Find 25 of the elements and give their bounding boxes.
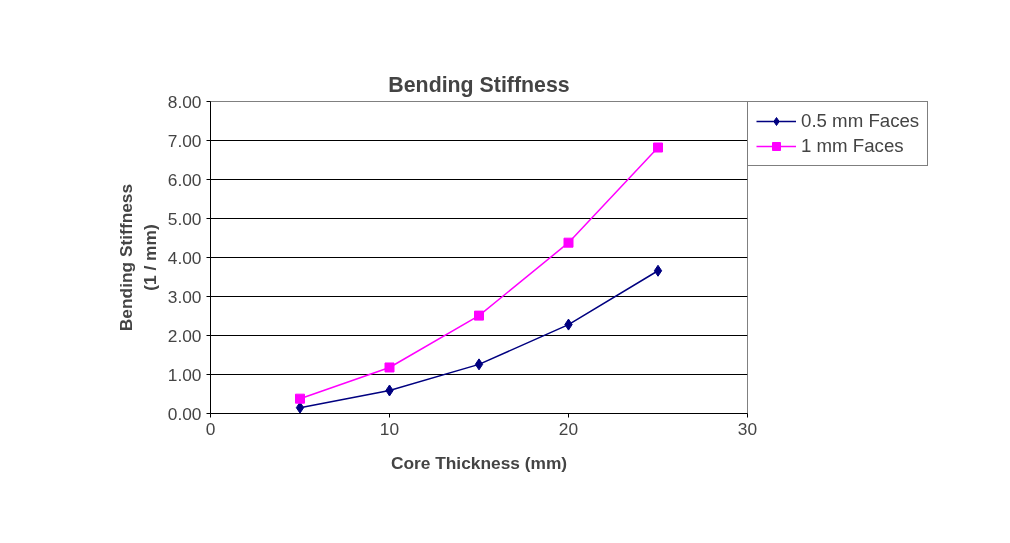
legend-label: 1 mm Faces — [801, 135, 904, 157]
point — [653, 142, 663, 153]
point — [474, 358, 484, 371]
y-tick-label: 7.00 — [167, 130, 202, 151]
legend-label: 0.5 mm Faces — [801, 110, 920, 132]
x-tick-label: 0 — [205, 418, 216, 439]
point — [295, 393, 305, 404]
point — [474, 310, 484, 321]
point — [563, 237, 574, 248]
y-tick-label: 3.00 — [167, 286, 202, 307]
y-tick-label: 0.00 — [167, 403, 202, 424]
chart-title: Bending Stiffness — [388, 72, 570, 97]
y-tick-label: 2.00 — [167, 325, 202, 346]
x-tick-label: 10 — [379, 418, 400, 439]
y-tick-label: 4.00 — [167, 247, 202, 268]
x-tick-label: 30 — [737, 418, 758, 439]
point — [653, 264, 663, 277]
y-tick-label: 5.00 — [167, 208, 202, 229]
y-tick-label: 1.00 — [167, 364, 202, 385]
x-axis-title: Core Thickness (mm) — [390, 452, 568, 473]
x-tick-label: 20 — [558, 418, 579, 439]
y-tick-label: 8.00 — [167, 91, 202, 112]
point — [384, 362, 395, 373]
y-axis-title: Bending Stiffness (1 / mm) — [115, 183, 160, 332]
y-tick-label: 6.00 — [167, 169, 202, 190]
